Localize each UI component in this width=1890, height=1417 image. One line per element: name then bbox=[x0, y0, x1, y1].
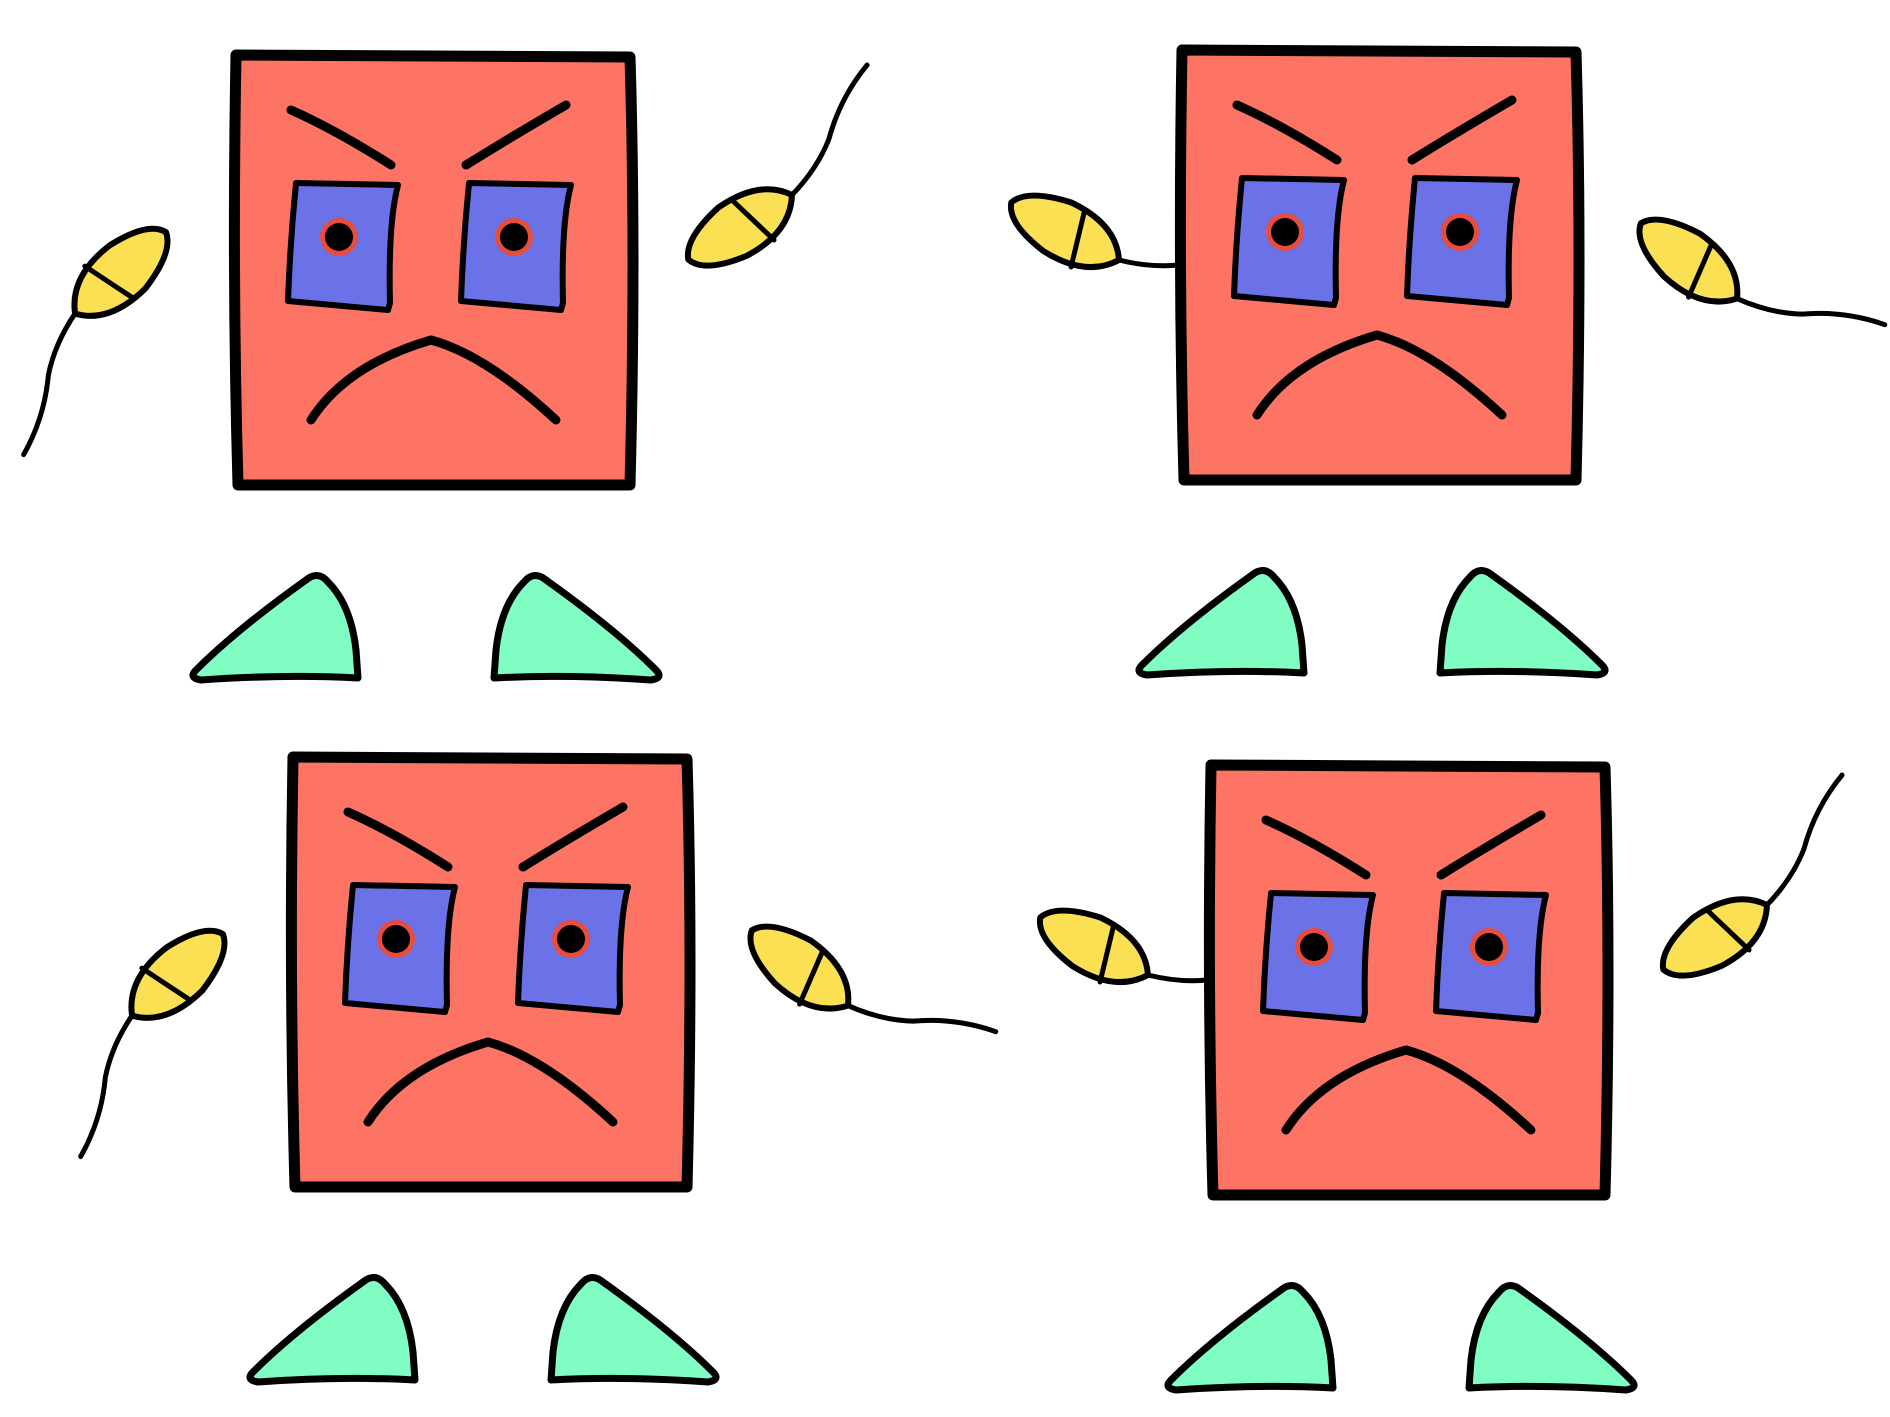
hand-crease bbox=[1068, 209, 1087, 270]
foot-shape bbox=[246, 1274, 419, 1386]
left-foot bbox=[189, 572, 362, 684]
pupil bbox=[557, 925, 585, 953]
figure-bottom-right bbox=[1036, 759, 1845, 1394]
arm-line bbox=[789, 62, 870, 198]
right-eye bbox=[1404, 175, 1520, 308]
left-eye bbox=[1260, 890, 1376, 1023]
pupil bbox=[1271, 218, 1299, 246]
right-hand bbox=[747, 923, 999, 1035]
left-eyebrow bbox=[1261, 815, 1371, 880]
arm-line bbox=[845, 1003, 999, 1035]
right-eyebrow bbox=[461, 100, 571, 170]
body bbox=[1203, 759, 1614, 1201]
hand-crease bbox=[139, 965, 192, 1002]
hand-shape bbox=[1636, 216, 1741, 305]
hand-shape bbox=[1036, 907, 1151, 986]
foot-shape bbox=[1164, 1282, 1337, 1394]
right-foot bbox=[1436, 567, 1609, 679]
pupil bbox=[1446, 218, 1474, 246]
frown-mouth bbox=[306, 335, 561, 425]
foot-shape bbox=[1135, 567, 1308, 679]
left-eyebrow bbox=[286, 105, 396, 170]
right-eyebrow bbox=[518, 802, 628, 872]
frown-mouth bbox=[1281, 1045, 1536, 1135]
foot-shape bbox=[189, 572, 362, 684]
figure-top-right bbox=[1007, 44, 1888, 679]
left-eye bbox=[285, 180, 401, 313]
left-foot bbox=[1135, 567, 1308, 679]
right-eye bbox=[515, 882, 631, 1015]
right-hand bbox=[1636, 216, 1888, 328]
left-eyebrow bbox=[343, 807, 453, 872]
body bbox=[285, 751, 696, 1193]
figure-bottom-left bbox=[78, 751, 999, 1386]
frown-mouth bbox=[363, 1037, 618, 1127]
left-foot bbox=[1164, 1282, 1337, 1394]
figure-top-left bbox=[21, 49, 870, 684]
left-eye bbox=[342, 882, 458, 1015]
arm-line bbox=[1734, 296, 1888, 328]
figure-group bbox=[21, 44, 1888, 1394]
right-eye bbox=[458, 180, 574, 313]
arm-line bbox=[78, 1013, 135, 1160]
hand-shape bbox=[747, 923, 852, 1012]
arm-line bbox=[21, 311, 78, 458]
right-hand bbox=[1659, 772, 1845, 979]
foot-shape bbox=[1465, 1282, 1638, 1394]
hand-crease bbox=[82, 263, 135, 300]
pupil bbox=[325, 223, 353, 251]
hand-crease bbox=[1097, 924, 1116, 985]
arm-line bbox=[1764, 772, 1845, 908]
pupil bbox=[500, 223, 528, 251]
hand-crease bbox=[797, 949, 825, 1007]
right-eye bbox=[1433, 890, 1549, 1023]
right-hand bbox=[684, 62, 870, 269]
left-hand bbox=[78, 927, 228, 1160]
hand-shape bbox=[1007, 192, 1122, 271]
foot-shape bbox=[1436, 567, 1609, 679]
body bbox=[1174, 44, 1585, 486]
right-eyebrow bbox=[1436, 810, 1546, 880]
right-foot bbox=[547, 1274, 720, 1386]
left-hand bbox=[21, 225, 171, 458]
hand-crease bbox=[730, 198, 777, 243]
pupil bbox=[382, 925, 410, 953]
right-foot bbox=[1465, 1282, 1638, 1394]
hand-shape bbox=[684, 186, 795, 269]
frown-mouth bbox=[1252, 330, 1507, 420]
right-foot bbox=[490, 572, 663, 684]
right-eyebrow bbox=[1407, 95, 1517, 165]
pupil bbox=[1475, 933, 1503, 961]
hand-crease bbox=[1686, 242, 1714, 300]
left-eyebrow bbox=[1232, 100, 1342, 165]
hand-shape bbox=[1659, 896, 1770, 979]
left-foot bbox=[246, 1274, 419, 1386]
hand-crease bbox=[1705, 908, 1752, 953]
foot-shape bbox=[547, 1274, 720, 1386]
foot-shape bbox=[490, 572, 663, 684]
body bbox=[228, 49, 639, 491]
pupil bbox=[1300, 933, 1328, 961]
left-eye bbox=[1231, 175, 1347, 308]
